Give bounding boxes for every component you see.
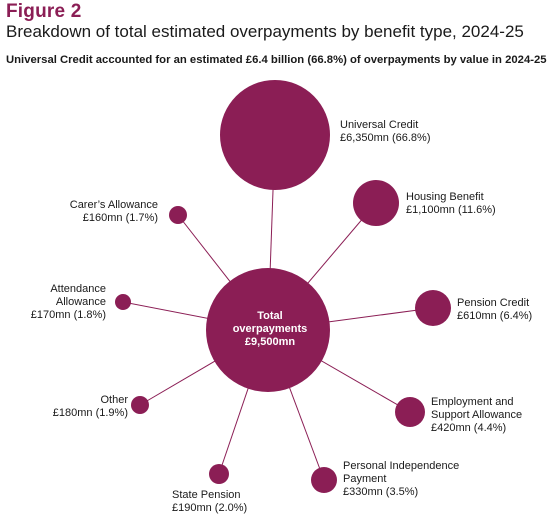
center-label-line-2: overpayments <box>232 323 308 335</box>
label-other-line-2: £180mn (1.9%) <box>52 407 128 419</box>
figure-label: Figure 2 <box>6 1 82 22</box>
figure-subtitle: Universal Credit accounted for an estima… <box>6 54 547 66</box>
label-esa: Employment and Support Allowance £420mn (4… <box>431 396 522 435</box>
bubble-pension-credit <box>415 290 451 326</box>
label-pension-credit-line-1: Pension Credit <box>457 297 530 309</box>
label-state-pension-line-2: £190mn (2.0%) <box>172 502 248 514</box>
label-universal-credit: Universal Credit £6,350mn (66.8%) <box>340 119 431 145</box>
label-pip-line-3: £330mn (3.5%) <box>343 486 419 498</box>
label-pension-credit: Pension Credit £610mn (6.4%) <box>457 297 532 323</box>
label-esa-line-3: £420mn (4.4%) <box>431 422 507 434</box>
label-carers-allowance-line-1: Carer’s Allowance <box>69 199 158 211</box>
center-label: Total overpayments £9,500mn <box>212 310 328 349</box>
label-carers-allowance-line-2: £160mn (1.7%) <box>82 212 158 224</box>
figure-title: Breakdown of total estimated overpayment… <box>6 22 524 41</box>
label-pip-line-2: Payment <box>343 473 387 485</box>
label-esa-line-2: Support Allowance <box>431 409 523 421</box>
bubble-attendance-allowance <box>115 294 131 310</box>
label-universal-credit-line-2: £6,350mn (66.8%) <box>340 132 431 144</box>
label-housing-benefit: Housing Benefit £1,100mn (11.6%) <box>406 191 496 217</box>
label-other-line-1: Other <box>100 394 128 406</box>
label-housing-benefit-line-2: £1,100mn (11.6%) <box>406 204 496 216</box>
label-other: Other £180mn (1.9%) <box>53 394 128 420</box>
bubble-total <box>206 268 330 392</box>
label-universal-credit-line-1: Universal Credit <box>340 119 419 131</box>
label-attendance-allowance-line-1: Attendance <box>50 283 106 295</box>
label-state-pension: State Pension £190mn (2.0%) <box>172 489 247 515</box>
label-carers-allowance: Carer’s Allowance £160mn (1.7%) <box>70 199 158 225</box>
label-attendance-allowance-line-3: £170mn (1.8%) <box>30 309 106 321</box>
bubble-carers-allowance <box>169 206 187 224</box>
label-esa-line-1: Employment and <box>431 396 514 408</box>
bubble-pip <box>311 467 337 493</box>
bubble-other <box>131 396 149 414</box>
label-pip-line-1: Personal Independence <box>343 460 460 472</box>
center-label-line-3: £9,500mn <box>244 336 296 348</box>
label-attendance-allowance: Attendance Allowance £170mn (1.8%) <box>31 283 106 322</box>
label-state-pension-line-1: State Pension <box>172 489 241 501</box>
label-housing-benefit-line-1: Housing Benefit <box>406 191 484 203</box>
bubble-esa <box>395 397 425 427</box>
bubble-state-pension <box>209 464 229 484</box>
label-attendance-allowance-line-2: Allowance <box>55 296 106 308</box>
bubble-housing-benefit <box>353 180 399 226</box>
bubble-universal-credit <box>220 80 330 190</box>
label-pip: Personal Independence Payment £330mn (3.5%… <box>343 460 459 499</box>
label-pension-credit-line-2: £610mn (6.4%) <box>457 310 533 322</box>
center-label-line-1: Total <box>257 310 283 322</box>
